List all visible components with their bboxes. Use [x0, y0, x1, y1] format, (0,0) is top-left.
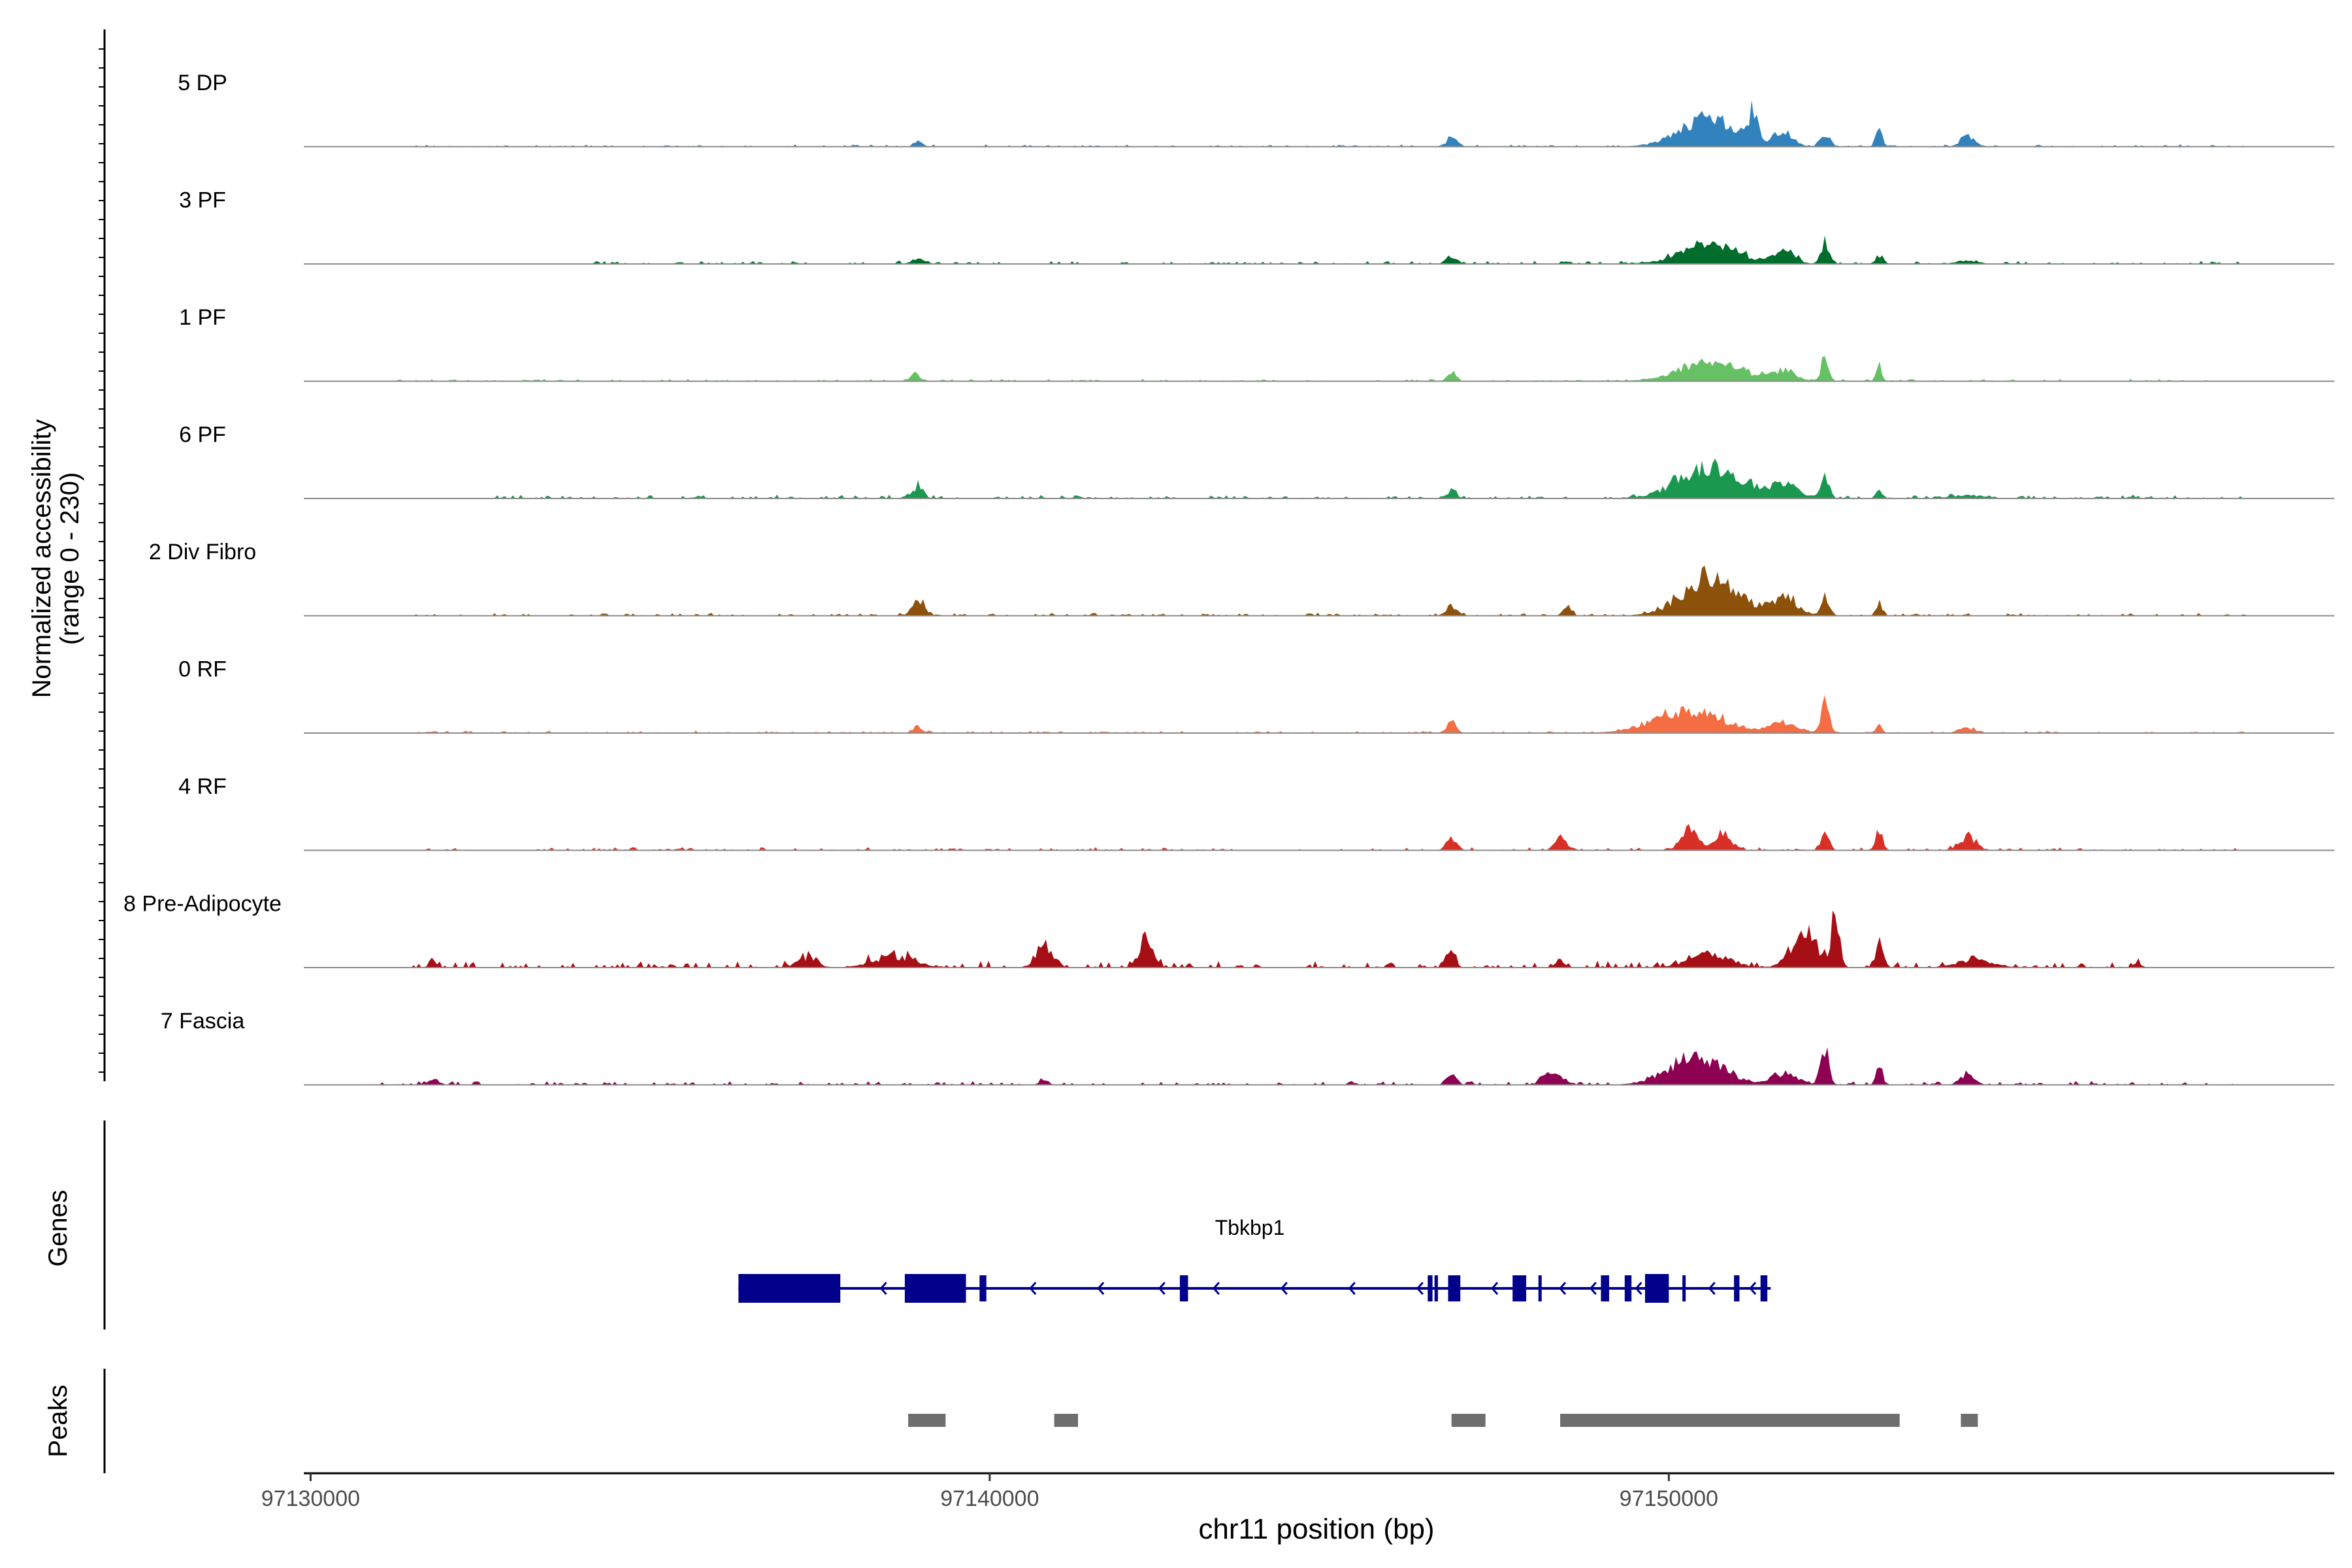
strand-arrow	[1635, 1282, 1642, 1295]
strand-arrow	[1589, 1282, 1597, 1295]
track-2-div-fibro: 2 Div Fibro	[149, 540, 2334, 617]
genes-track-title: Genes	[44, 1190, 73, 1267]
peak-region	[1054, 1414, 1078, 1427]
x-tick-label: 97150000	[1620, 1486, 1718, 1511]
peaks-track-title: Peaks	[44, 1384, 73, 1457]
x-tick-label: 97140000	[940, 1486, 1039, 1511]
track-1-pf: 1 PF	[179, 305, 2334, 382]
gene-exon	[1434, 1275, 1438, 1301]
gene-exon	[1512, 1275, 1526, 1301]
track-label: 0 RF	[178, 657, 227, 682]
strand-arrow	[1749, 1282, 1757, 1295]
gene-exon	[979, 1275, 987, 1301]
track-7-fascia: 7 Fascia	[161, 1009, 2334, 1086]
strand-arrow	[1158, 1282, 1166, 1295]
gene-exon	[1538, 1275, 1542, 1301]
strand-arrow	[1708, 1282, 1716, 1295]
track-5-dp: 5 DP	[178, 71, 2334, 148]
peak-region	[1961, 1414, 1978, 1427]
gene-exon	[738, 1274, 841, 1303]
track-label: 3 PF	[179, 188, 226, 213]
gene-exon	[1601, 1275, 1609, 1301]
strand-arrow	[1416, 1282, 1424, 1295]
x-axis-title: chr11 position (bp)	[1198, 1513, 1434, 1545]
peak-regions	[908, 1414, 1978, 1427]
track-3-pf: 3 PF	[179, 188, 2334, 265]
gene-model: Tbkbp1	[738, 1216, 1771, 1303]
gene-exon	[1644, 1274, 1669, 1303]
track-label: 7 Fascia	[161, 1009, 245, 1034]
coverage-area	[304, 458, 2334, 498]
peak-region	[1560, 1414, 1900, 1427]
peak-region	[1451, 1414, 1486, 1427]
gene-exon	[1760, 1275, 1768, 1301]
y-axis-title-line2: (range 0 - 230)	[56, 472, 84, 645]
gene-exon	[1624, 1275, 1632, 1301]
coverage-area	[304, 824, 2334, 851]
track-8-pre-adipocyte: 8 Pre-Adipocyte	[123, 892, 2334, 968]
strand-arrow	[1212, 1282, 1220, 1295]
coverage-tracks: 5 DP 3 PF 1 PF 6 PF 2 Div Fibro 0 RF 4 RF 8 Pre…	[123, 71, 2334, 1086]
track-6-pf: 6 PF	[179, 423, 2334, 499]
track-label: 8 Pre-Adipocyte	[123, 892, 282, 917]
track-label: 4 RF	[178, 774, 227, 799]
coverage-area	[304, 355, 2334, 382]
track-label: 1 PF	[179, 305, 226, 330]
strand-arrow	[1491, 1282, 1499, 1295]
coverage-y-ticks	[99, 48, 105, 1073]
gene-exon	[1448, 1275, 1461, 1301]
track-label: 6 PF	[179, 423, 226, 448]
gene-exon	[1682, 1275, 1686, 1301]
track-4-rf: 4 RF	[178, 774, 2334, 851]
coverage-area	[304, 1047, 2334, 1085]
x-tick-label: 97130000	[261, 1486, 360, 1511]
x-axis-ticks: 97130000 97140000 97150000	[261, 1473, 1718, 1511]
track-label: 2 Div Fibro	[149, 540, 256, 564]
strand-arrow	[1097, 1282, 1105, 1295]
strand-arrow	[879, 1282, 887, 1295]
coverage-area	[304, 235, 2334, 264]
coverage-area	[304, 694, 2334, 733]
track-label: 5 DP	[178, 71, 227, 95]
gene-label: Tbkbp1	[1215, 1216, 1285, 1239]
gene-exon	[1734, 1275, 1740, 1301]
strand-arrow	[1348, 1282, 1356, 1295]
coverage-area	[304, 565, 2334, 616]
gene-exon	[904, 1274, 966, 1303]
y-axis-title-line1: Normalized accessibility	[27, 419, 56, 698]
strand-arrow	[1029, 1282, 1037, 1295]
peak-region	[908, 1414, 946, 1427]
track-0-rf: 0 RF	[178, 657, 2334, 734]
strand-arrow	[1559, 1282, 1567, 1295]
gene-exon	[1179, 1275, 1188, 1301]
strand-arrow	[1280, 1282, 1288, 1295]
gene-exon	[1428, 1275, 1433, 1301]
